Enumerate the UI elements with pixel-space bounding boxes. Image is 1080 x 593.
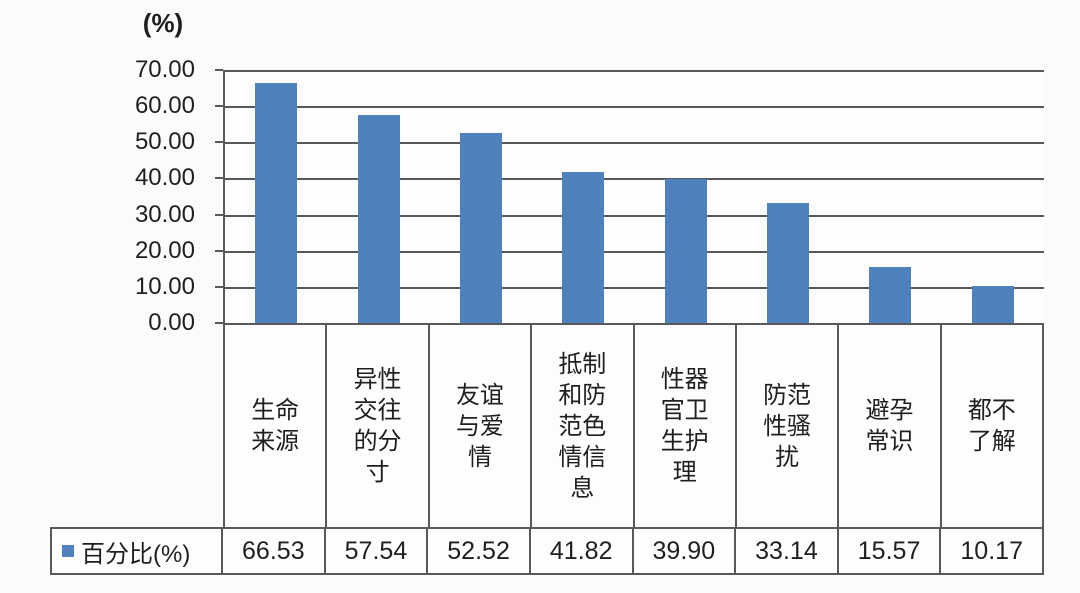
bar-2	[357, 115, 400, 323]
y-axis-unit-label: (%)	[142, 8, 184, 38]
y-tick-mark	[215, 322, 223, 324]
gridline	[225, 178, 1044, 181]
gridline	[225, 70, 1044, 72]
y-tick-mark	[215, 69, 223, 71]
value-cell-5: 39.90	[634, 529, 737, 573]
data-table-row: 百分比(%) 66.53 57.54 52.52 41.82 39.90 33.14 15.…	[50, 527, 1044, 575]
y-tick-label: 20.00	[134, 236, 195, 264]
legend-color-swatch-icon	[62, 545, 74, 557]
y-tick-label: 60.00	[134, 92, 195, 120]
plot-area	[223, 70, 1044, 325]
category-cell-3: 友谊与爱情	[429, 325, 533, 527]
y-tick-label: 10.00	[134, 272, 195, 300]
category-cell-5: 性器官卫生护理	[634, 325, 737, 527]
y-tick-label: 30.00	[134, 200, 195, 228]
value-cell-2: 57.54	[326, 529, 429, 573]
bar-6	[767, 203, 810, 323]
category-cell-8: 都不了解	[941, 325, 1044, 527]
category-label: 性器官卫生护理	[660, 366, 709, 486]
y-tick-mark	[215, 105, 223, 108]
category-cell-4: 抵制和防范色情信息	[532, 325, 635, 527]
y-tick-mark	[215, 141, 223, 144]
category-cell-2: 异性交往的分寸	[327, 325, 430, 527]
category-label: 防范性骚扰	[763, 381, 812, 471]
category-label: 都不了解	[967, 397, 1016, 455]
y-tick-label: 40.00	[134, 164, 195, 192]
y-tick-label: 50.00	[134, 128, 195, 156]
y-tick-mark	[215, 249, 223, 252]
category-label: 异性交往的分寸	[353, 366, 402, 486]
gridline	[225, 142, 1044, 145]
bar-5	[664, 178, 707, 323]
y-tick-mark	[215, 177, 223, 180]
bar-4	[562, 171, 605, 323]
bar-8	[971, 286, 1014, 323]
category-label: 生命来源	[251, 397, 300, 455]
legend-label: 百分比(%)	[81, 540, 191, 568]
value-cell-1: 66.53	[223, 529, 326, 573]
category-label: 避孕常识	[865, 397, 914, 455]
category-cell-6: 防范性骚扰	[736, 325, 840, 527]
category-axis-row: 生命来源 异性交往的分寸 友谊与爱情 抵制和防范色情信息 性器官卫生护理 防范性骚扰 避孕常…	[223, 325, 1044, 527]
gridline	[225, 286, 1044, 289]
gridline	[225, 214, 1044, 217]
value-cell-7: 15.57	[839, 529, 942, 573]
gridline	[225, 106, 1044, 109]
bar-7	[869, 266, 912, 323]
bar-1	[255, 82, 298, 323]
gridline	[225, 250, 1044, 253]
legend-cell: 百分比(%)	[52, 529, 223, 573]
category-label: 友谊与爱情	[455, 381, 504, 471]
category-cell-7: 避孕常识	[839, 325, 942, 527]
value-cell-4: 41.82	[531, 529, 634, 573]
value-cell-6: 33.14	[736, 529, 839, 573]
y-tick-label: 0.00	[148, 309, 195, 336]
y-tick-mark	[215, 213, 223, 216]
category-cell-1: 生命来源	[225, 325, 328, 527]
y-tick-label: 70.00	[134, 56, 195, 83]
bar-3	[459, 133, 502, 323]
value-cell-3: 52.52	[428, 529, 531, 573]
category-label: 抵制和防范色情信息	[558, 350, 607, 502]
y-tick-mark	[215, 285, 223, 288]
value-cell-8: 10.17	[960, 536, 1023, 565]
